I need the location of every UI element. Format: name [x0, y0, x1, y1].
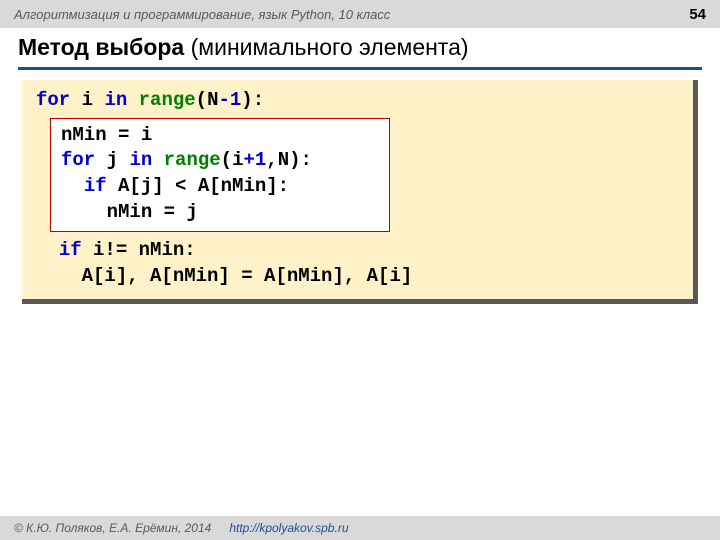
rest2: ,N):: [266, 149, 312, 171]
code-line-5: if i!= nMin:: [36, 238, 679, 264]
footer-bar: © К.Ю. Поляков, Е.А. Ерёмин, 2014 http:/…: [0, 516, 720, 540]
plus: +: [243, 149, 254, 171]
close: ):: [241, 89, 264, 111]
page-number: 54: [689, 6, 706, 23]
one2: 1: [255, 149, 266, 171]
footer-copyright: © К.Ю. Поляков, Е.А. Ерёмин, 2014: [14, 521, 211, 535]
code-line-1: for i in range(N-1):: [36, 88, 679, 114]
fn-range2: range: [164, 149, 221, 171]
fn-range: range: [139, 89, 196, 111]
one: 1: [230, 89, 241, 111]
code-line-6: A[i], A[nMin] = A[nMin], A[i]: [36, 264, 679, 290]
open-n: (N: [196, 89, 219, 111]
code-inner-box: nMin = i for j in range(i+1,N): if A[j] …: [50, 118, 390, 233]
slide-title: Метод выбора (минимального элемента): [0, 28, 720, 65]
title-underline: [18, 67, 702, 70]
if2-rest: i!= nMin:: [82, 239, 196, 261]
kw-in2: in: [129, 149, 152, 171]
code-block-shadow: for i in range(N-1): nMin = i for j in r…: [22, 80, 698, 304]
var-i: i: [70, 89, 104, 111]
kw-if: if: [84, 175, 107, 197]
inner-line-3: if A[j] < A[nMin]:: [61, 174, 379, 200]
footer-link: http://kpolyakov.spb.ru: [229, 521, 348, 535]
inner-line-2: for j in range(i+1,N):: [61, 148, 379, 174]
title-rest: (минимального элемента): [184, 34, 468, 60]
if-rest: A[j] < A[nMin]:: [107, 175, 289, 197]
course-title: Алгоритмизация и программирование, язык …: [14, 7, 390, 22]
kw-in: in: [104, 89, 127, 111]
code-block: for i in range(N-1): nMin = i for j in r…: [22, 80, 693, 299]
inner-line-1: nMin = i: [61, 123, 379, 149]
kw-if2: if: [59, 239, 82, 261]
inner-line-4: nMin = j: [61, 200, 379, 226]
header-bar: Алгоритмизация и программирование, язык …: [0, 0, 720, 28]
open-i: (i: [221, 149, 244, 171]
kw-for: for: [36, 89, 70, 111]
var-j: j: [95, 149, 129, 171]
title-bold: Метод выбора: [18, 34, 184, 60]
minus: -: [218, 89, 229, 111]
kw-for2: for: [61, 149, 95, 171]
